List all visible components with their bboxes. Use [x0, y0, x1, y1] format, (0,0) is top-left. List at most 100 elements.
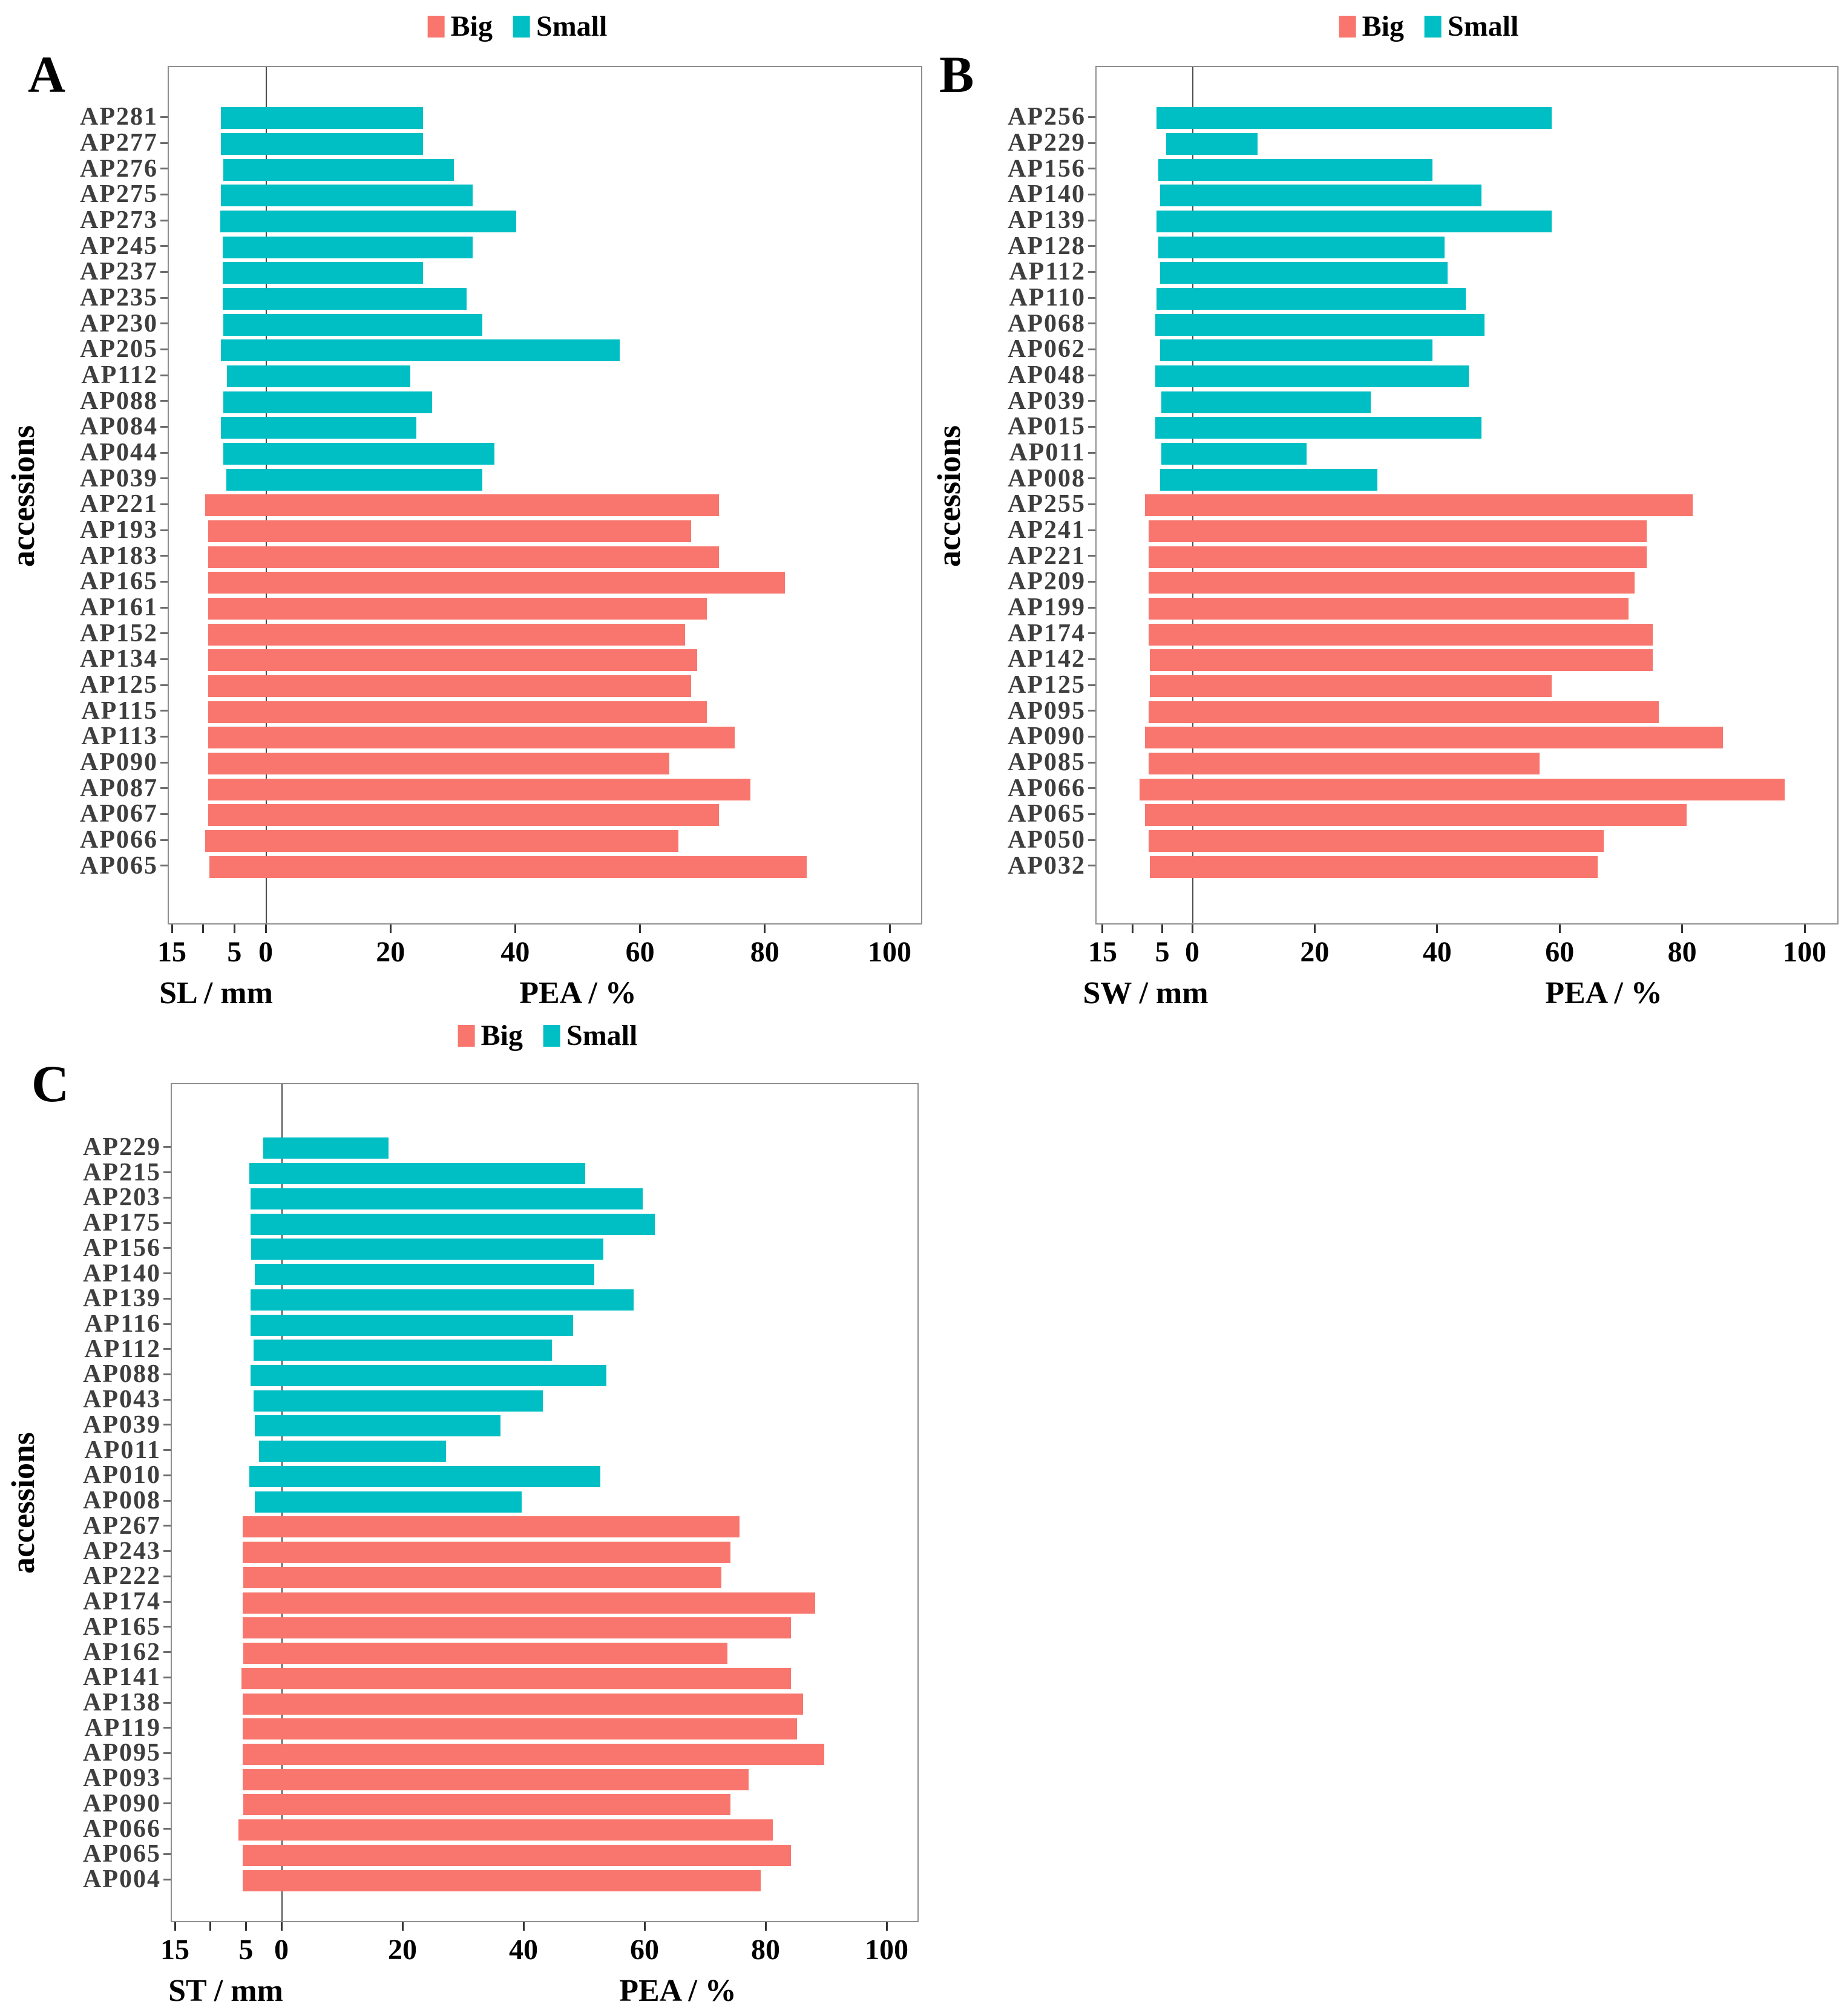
x-tick-label: 40: [500, 936, 530, 968]
bar-b-ap128: [1158, 236, 1445, 258]
x-tick-label: 0: [274, 1934, 289, 1966]
x-tick-label: 5: [238, 1934, 254, 1966]
accession-label-b-ap255: AP255: [1008, 490, 1086, 519]
x-tick-label: 0: [1185, 936, 1199, 968]
y-tick-mark: [163, 1146, 171, 1148]
bar-a-ap281: [220, 107, 423, 129]
x-tick-label: 15: [160, 1934, 190, 1966]
x-tick-mark: [1681, 925, 1684, 933]
y-tick-mark: [163, 1701, 171, 1704]
accession-label-b-ap085: AP085: [1008, 748, 1086, 776]
bar-a-ap245: [222, 236, 473, 258]
y-tick-mark: [160, 270, 168, 273]
bar-b-ap209: [1148, 572, 1635, 594]
bar-b-ap048: [1155, 365, 1469, 387]
y-tick-mark: [163, 1828, 171, 1830]
accession-label-a-ap113: AP113: [81, 722, 158, 751]
bar-c-ap066: [238, 1819, 773, 1841]
accession-label-c-ap095: AP095: [83, 1739, 161, 1767]
accession-label-c-ap174: AP174: [83, 1588, 161, 1616]
accession-label-b-ap125: AP125: [1008, 671, 1086, 699]
legend-big-swatch: [427, 16, 445, 38]
y-axis-title-c: accessions: [5, 1432, 41, 1574]
bar-a-ap183: [208, 546, 720, 568]
bar-a-ap113: [208, 727, 735, 749]
bar-a-ap237: [222, 262, 423, 284]
bar-b-ap066: [1140, 778, 1785, 800]
accession-label-a-ap152: AP152: [80, 619, 158, 647]
accession-label-c-ap004: AP004: [83, 1865, 161, 1894]
x-tick-mark: [174, 1922, 176, 1931]
y-tick-mark: [1088, 787, 1095, 790]
x-tick-label: 20: [376, 936, 405, 968]
accession-label-c-ap093: AP093: [83, 1764, 161, 1793]
y-tick-mark: [1088, 658, 1095, 660]
y-tick-mark: [160, 529, 168, 531]
x-tick-label: 60: [625, 936, 655, 968]
y-tick-mark: [1088, 710, 1095, 712]
legend-small-label: Small: [536, 10, 608, 42]
bar-b-ap255: [1145, 494, 1693, 517]
y-tick-mark: [1088, 348, 1095, 350]
bar-a-ap205: [220, 339, 620, 362]
legend-big-label: Big: [450, 10, 493, 42]
y-tick-mark: [163, 1474, 171, 1476]
accession-label-b-ap229: AP229: [1008, 129, 1086, 157]
bar-c-ap139: [251, 1289, 634, 1311]
accession-label-b-ap008: AP008: [1008, 464, 1086, 493]
panel-letter-a: A: [28, 45, 66, 103]
y-tick-mark: [160, 761, 168, 764]
x-tick-mark: [1558, 925, 1561, 933]
accession-label-c-ap010: AP010: [83, 1461, 161, 1490]
panel-letter-c: C: [31, 1055, 70, 1113]
legend-small-label: Small: [1448, 10, 1519, 42]
y-tick-mark: [163, 1651, 171, 1654]
accession-label-c-ap215: AP215: [83, 1158, 161, 1186]
accession-label-a-ap193: AP193: [80, 516, 158, 544]
y-axis-title-a: accessions: [5, 425, 41, 567]
bar-a-ap161: [208, 598, 707, 620]
bar-b-ap032: [1149, 856, 1598, 878]
y-tick-mark: [1088, 219, 1095, 221]
accession-label-b-ap156: AP156: [1008, 154, 1086, 183]
x-tick-label: 60: [1545, 936, 1575, 968]
bar-c-ap174: [243, 1592, 815, 1614]
legend-a: Big Small: [427, 10, 608, 42]
y-tick-mark: [160, 606, 168, 609]
y-tick-mark: [163, 1802, 171, 1805]
y-tick-mark: [1088, 296, 1095, 299]
y-tick-mark: [163, 1499, 171, 1502]
plot-area-c: [171, 1083, 919, 1922]
bar-c-ap065: [243, 1844, 791, 1866]
accession-label-b-ap011: AP011: [1009, 439, 1086, 466]
y-tick-mark: [1088, 374, 1095, 376]
x-axis-title-mm-a: SL / mm: [159, 976, 273, 1010]
y-tick-mark: [160, 425, 168, 428]
y-tick-mark: [1088, 839, 1095, 841]
x-tick-mark: [522, 1922, 525, 1931]
y-tick-mark: [160, 839, 168, 841]
y-tick-mark: [163, 1348, 171, 1350]
x-tick-mark: [888, 925, 891, 933]
x-tick-mark: [1101, 925, 1104, 933]
accession-label-c-ap162: AP162: [83, 1638, 161, 1666]
plot-area-a: [168, 66, 922, 925]
x-tick-label: 20: [1300, 936, 1330, 968]
accession-label-a-ap044: AP044: [80, 439, 158, 466]
accession-label-c-ap139: AP139: [83, 1285, 161, 1313]
bar-a-ap152: [208, 623, 685, 646]
bar-b-ap125: [1149, 675, 1552, 697]
bar-a-ap115: [208, 701, 707, 723]
bar-b-ap140: [1160, 185, 1481, 207]
accession-label-c-ap008: AP008: [83, 1487, 161, 1515]
y-tick-mark: [160, 400, 168, 402]
bar-c-ap008: [255, 1491, 522, 1513]
bar-a-ap112: [226, 365, 411, 387]
y-tick-mark: [1088, 322, 1095, 325]
y-tick-mark: [163, 1600, 171, 1603]
accession-label-a-ap205: AP205: [80, 335, 158, 364]
bar-a-ap125: [208, 675, 692, 697]
bar-a-ap090: [208, 753, 669, 774]
bar-c-ap141: [241, 1667, 791, 1689]
accession-label-b-ap062: AP062: [1008, 335, 1086, 364]
